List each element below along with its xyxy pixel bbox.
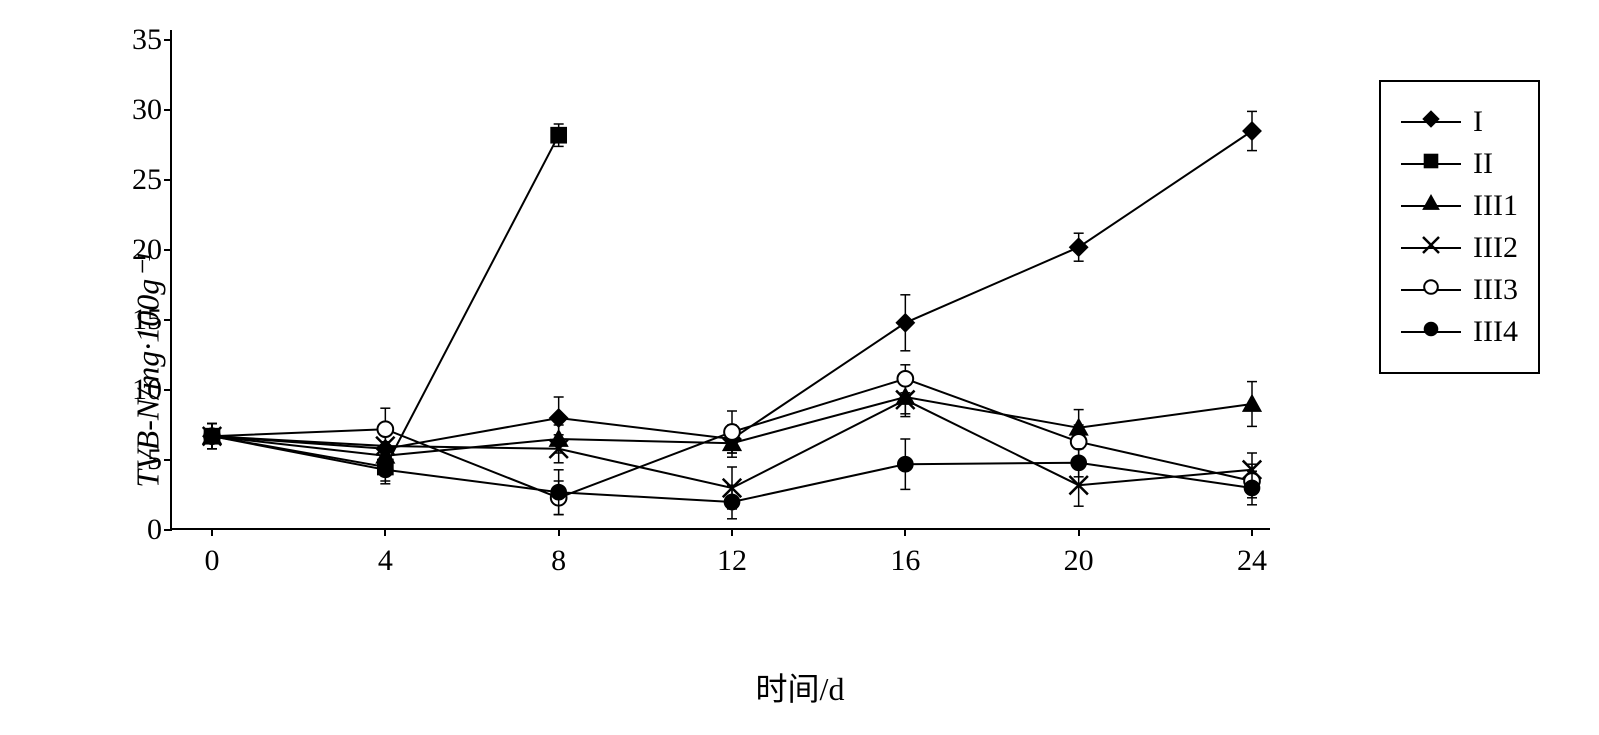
- legend-label: III1: [1473, 189, 1518, 223]
- y-tick-label: 0: [122, 513, 162, 547]
- legend-label: II: [1473, 147, 1493, 181]
- y-tick-label: 25: [122, 163, 162, 197]
- y-tick-label: 10: [122, 373, 162, 407]
- y-tick-label: 30: [122, 93, 162, 127]
- legend-label: III2: [1473, 231, 1518, 265]
- legend-item: III4: [1401, 315, 1518, 349]
- legend-label: I: [1473, 105, 1483, 139]
- x-tick-label: 8: [551, 544, 566, 578]
- legend-item: II: [1401, 147, 1518, 181]
- x-axis-label: 时间/d: [756, 664, 845, 710]
- plot-area: 0510152025303504812162024: [170, 30, 1270, 530]
- legend: I II III1 III2 III3 III4: [1379, 80, 1540, 374]
- plot-svg: [172, 30, 1272, 530]
- legend-item: III3: [1401, 273, 1518, 307]
- x-tick-label: 20: [1064, 544, 1094, 578]
- x-tick-label: 12: [717, 544, 747, 578]
- x-tick-label: 0: [205, 544, 220, 578]
- x-tick-label: 24: [1237, 544, 1267, 578]
- legend-item: I: [1401, 105, 1518, 139]
- legend-item: III1: [1401, 189, 1518, 223]
- y-tick-label: 35: [122, 23, 162, 57]
- y-tick-label: 5: [122, 443, 162, 477]
- x-tick-label: 4: [378, 544, 393, 578]
- legend-item: III2: [1401, 231, 1518, 265]
- x-tick-label: 16: [890, 544, 920, 578]
- y-tick-label: 15: [122, 303, 162, 337]
- legend-label: III3: [1473, 273, 1518, 307]
- legend-label: III4: [1473, 315, 1518, 349]
- chart-container: TVB-N/mg·100g⁻¹ 051015202530350481216202…: [40, 20, 1560, 720]
- y-tick-label: 20: [122, 233, 162, 267]
